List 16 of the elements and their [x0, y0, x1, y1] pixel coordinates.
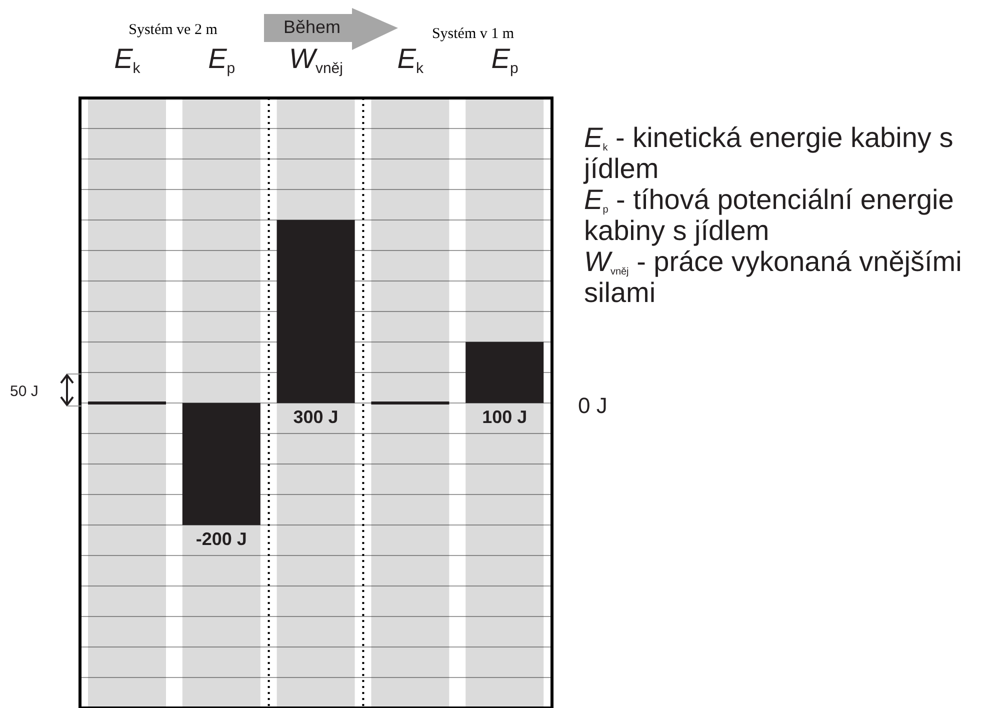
data-label: -200 J — [196, 529, 247, 549]
x-tick-label: E$_{p}$ — [208, 43, 236, 76]
data-label: 100 J — [482, 407, 528, 427]
text: W$_{vněj}$ - práce vykonaná vnějšími silami — [584, 246, 962, 308]
text: Systém v 1 m — [430, 26, 516, 43]
x-tick-label: E$_{p}$ — [491, 43, 518, 76]
text: Systém ve 2 m — [128, 22, 218, 39]
data-label: 300 J — [293, 407, 338, 427]
text: 0 J — [578, 393, 608, 419]
x-tick-label: W$_{vněj}$ — [289, 43, 343, 76]
text: 50 J — [10, 383, 38, 400]
text: E$_{k}$ - kinetická energie kabiny s jídlem — [584, 122, 954, 184]
x-tick-label: E$_{k}$ — [397, 43, 424, 76]
x-tick-label: E$_{k}$ — [114, 43, 141, 76]
text: Během — [282, 17, 342, 38]
text: E$_{p}$ - tíhová potenciální energie kabiny s jídlem — [584, 184, 954, 246]
